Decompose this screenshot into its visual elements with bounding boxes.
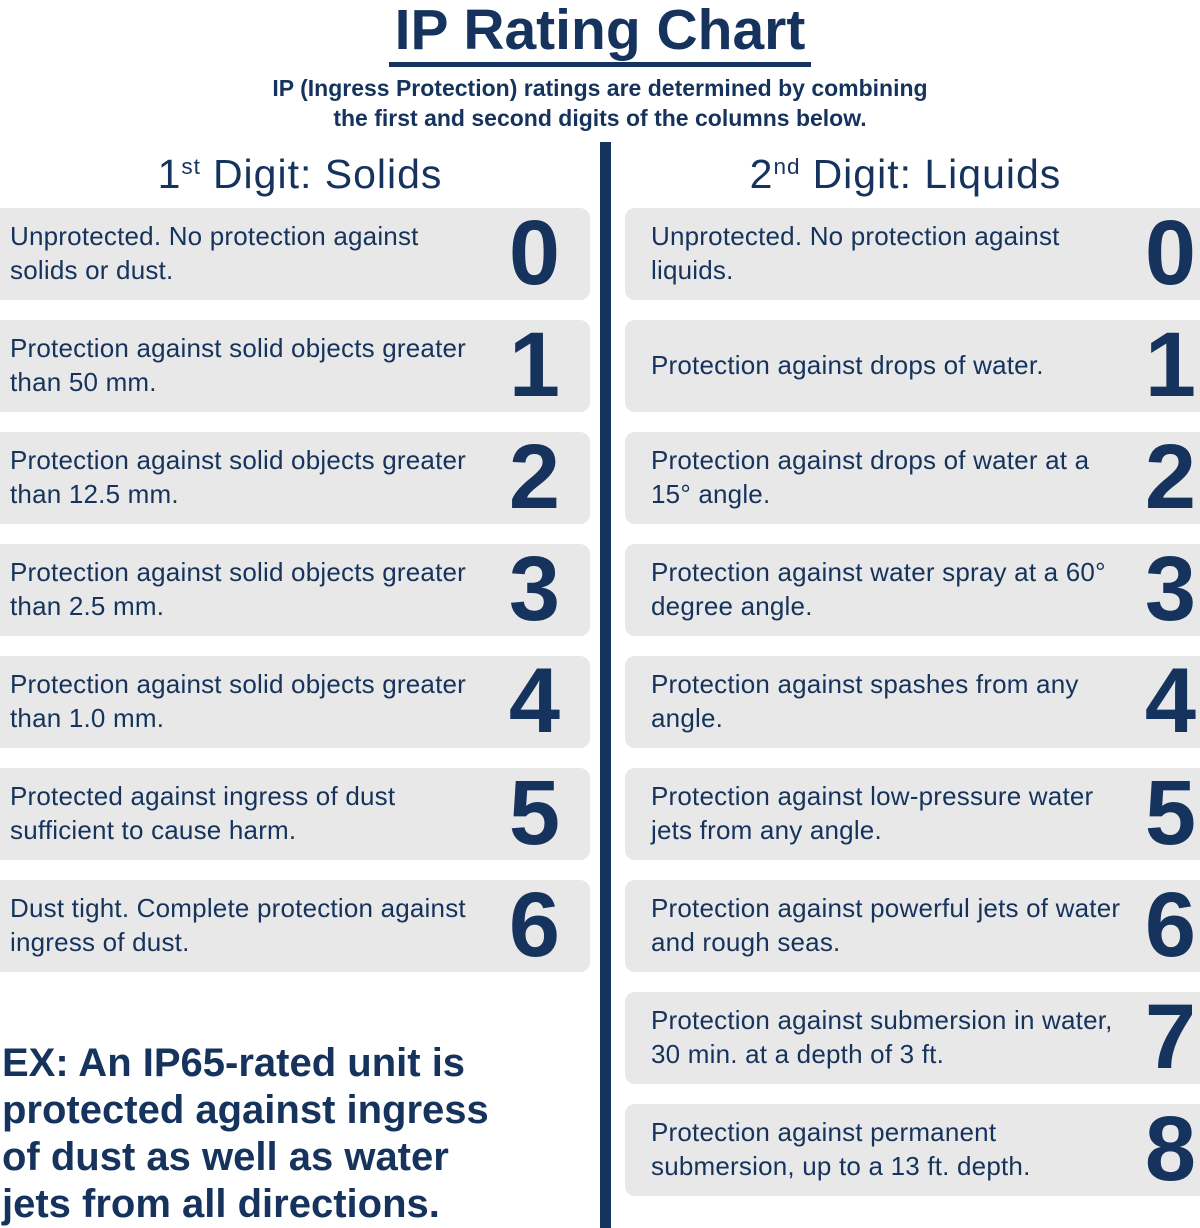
row-text: Dust tight. Complete protection against …: [10, 893, 466, 957]
row-digit: 8: [1144, 1098, 1196, 1200]
rating-row: Protection against solid objects greater…: [0, 538, 590, 640]
rating-row: Protection against spashes from any angl…: [625, 650, 1200, 752]
row-digit: 0: [1144, 202, 1196, 304]
row-digit: 6: [1144, 874, 1196, 976]
solids-ordinal-suffix: st: [181, 153, 201, 179]
column-solids-heading: 1st Digit: Solids: [0, 142, 600, 208]
rating-row: Protection against water spray at a 60° …: [625, 538, 1200, 640]
row-digit: 6: [508, 874, 560, 976]
row-digit: 1: [508, 314, 560, 416]
row-digit: 7: [1144, 986, 1196, 1088]
row-digit: 2: [1144, 426, 1196, 528]
solids-heading-label: Digit: Solids: [212, 151, 443, 198]
columns-container: 1st Digit: Solids Unprotected. No protec…: [0, 141, 1200, 1228]
column-right-rows: Unprotected. No protection against liqui…: [611, 202, 1200, 1216]
row-text: Protection against solid objects greater…: [10, 669, 467, 733]
column-solids: 1st Digit: Solids Unprotected. No protec…: [0, 142, 600, 1228]
example-line-2: protected against ingress: [2, 1087, 489, 1132]
rating-row: Protected against ingress of dust suffic…: [0, 762, 590, 864]
example-line-4: jets from all directions.: [2, 1182, 440, 1227]
column-liquids-heading: 2nd Digit: Liquids: [611, 142, 1200, 208]
row-text: Protection against solid objects greater…: [10, 445, 467, 509]
row-digit: 3: [508, 538, 560, 640]
row-digit: 4: [508, 650, 560, 752]
liquids-heading-number: 2nd: [749, 151, 801, 198]
rating-row: Protection against solid objects greater…: [0, 426, 590, 528]
liquids-ordinal-suffix: nd: [773, 153, 801, 179]
example-line-3: of dust as well as water: [2, 1135, 449, 1180]
row-digit: 4: [1144, 650, 1196, 752]
row-text: Unprotected. No protection against liqui…: [651, 221, 1060, 285]
example-line-1: EX: An IP65-rated unit is: [2, 1040, 466, 1085]
column-liquids: 2nd Digit: Liquids Unprotected. No prote…: [611, 142, 1200, 1228]
row-digit: 2: [508, 426, 560, 528]
row-text: Protection against solid objects greater…: [10, 333, 467, 397]
page-subtitle: IP (Ingress Protection) ratings are dete…: [0, 73, 1200, 134]
solids-heading-number: 1st: [157, 151, 201, 198]
page-header: IP Rating Chart IP (Ingress Protection) …: [0, 0, 1200, 134]
rating-row: Protection against submersion in water, …: [625, 986, 1200, 1088]
subtitle-line-1: IP (Ingress Protection) ratings are dete…: [272, 75, 928, 101]
row-text: Protection against submersion in water, …: [651, 1005, 1113, 1069]
rating-row: Protection against drops of water at a 1…: [625, 426, 1200, 528]
subtitle-line-2: the first and second digits of the colum…: [333, 105, 867, 132]
rating-row: Protection against solid objects greater…: [0, 314, 590, 416]
row-digit: 5: [1144, 762, 1196, 864]
rating-row: Protection against powerful jets of wate…: [625, 874, 1200, 976]
rating-row: Protection against low-pressure water je…: [625, 762, 1200, 864]
column-left-rows: Unprotected. No protection against solid…: [0, 202, 600, 992]
page-title: IP Rating Chart: [388, 2, 812, 67]
rating-row: Unprotected. No protection against liqui…: [625, 202, 1200, 304]
rating-row: Dust tight. Complete protection against …: [0, 874, 590, 976]
row-text: Protection against low-pressure water je…: [651, 781, 1094, 845]
row-digit: 5: [508, 762, 560, 864]
rating-row: Protection against drops of water. 1: [625, 314, 1200, 416]
rating-row: Unprotected. No protection against solid…: [0, 202, 590, 304]
row-text: Unprotected. No protection against solid…: [10, 221, 419, 285]
row-text: Protected against ingress of dust suffic…: [10, 781, 396, 845]
row-text: Protection against water spray at a 60° …: [651, 557, 1106, 621]
row-text: Protection against powerful jets of wate…: [651, 893, 1121, 957]
row-text: Protection against spashes from any angl…: [651, 669, 1079, 733]
rating-row: Protection against solid objects greater…: [0, 650, 590, 752]
row-text: Protection against drops of water.: [651, 350, 1044, 381]
row-text: Protection against permanent submersion,…: [651, 1117, 1031, 1181]
row-digit: 0: [508, 202, 560, 304]
row-text: Protection against drops of water at a 1…: [651, 445, 1090, 509]
liquids-heading-label: Digit: Liquids: [812, 151, 1062, 198]
vertical-divider: [600, 141, 611, 1228]
row-digit: 1: [1144, 314, 1196, 416]
row-text: Protection against solid objects greater…: [10, 557, 467, 621]
rating-row: Protection against permanent submersion,…: [625, 1098, 1200, 1200]
row-digit: 3: [1144, 538, 1196, 640]
